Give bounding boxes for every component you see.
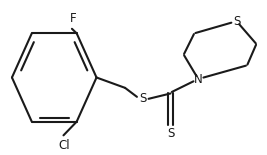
Text: S: S [167, 127, 174, 140]
Text: S: S [139, 92, 146, 105]
Text: N: N [194, 73, 203, 86]
Text: F: F [70, 12, 77, 25]
Text: Cl: Cl [58, 139, 70, 152]
Text: S: S [233, 15, 240, 28]
